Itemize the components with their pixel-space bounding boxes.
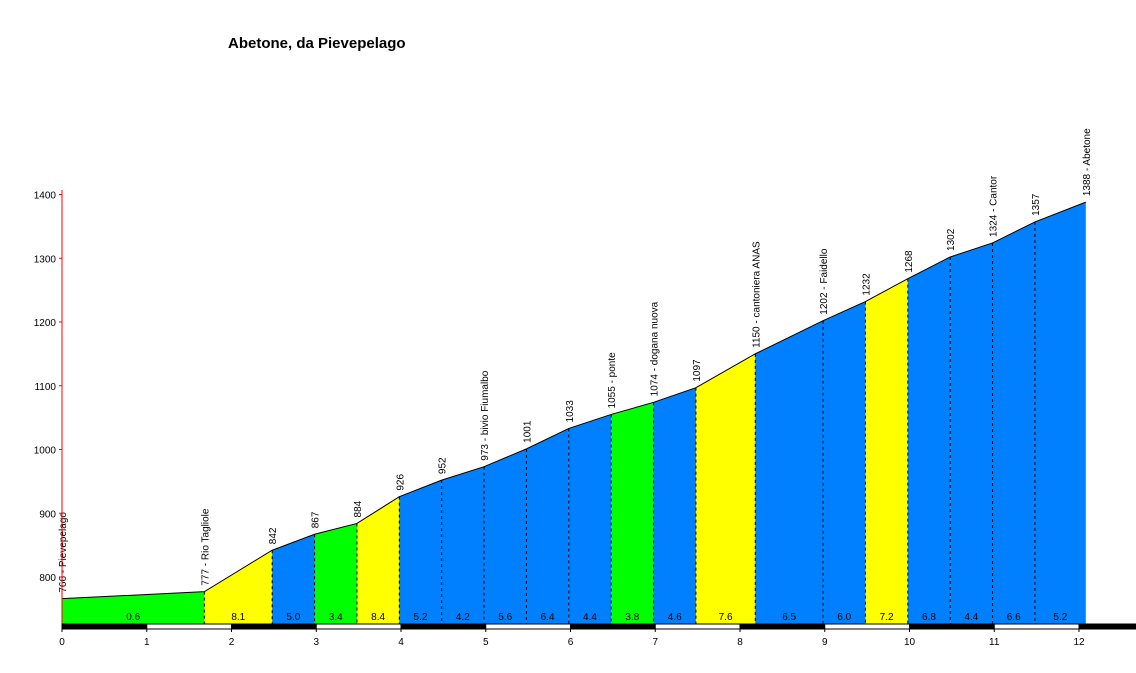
x-tick-label: 12 <box>1073 637 1085 648</box>
km-band <box>824 623 910 630</box>
gradient-segment <box>272 534 315 624</box>
point-label: 926 <box>395 474 406 491</box>
gradient-label: 3.8 <box>625 612 639 623</box>
km-band <box>1078 623 1136 630</box>
point-label: 1202 - Faidello <box>819 248 830 315</box>
point-label: 867 <box>311 511 322 528</box>
point-label: 1357 <box>1031 193 1042 216</box>
gradient-label: 6.6 <box>1007 612 1021 623</box>
km-band <box>146 623 232 630</box>
gradient-segment <box>356 496 400 624</box>
gradient-label: 5.6 <box>498 612 512 623</box>
gradient-segment <box>755 320 824 624</box>
point-label: 1302 <box>946 228 957 251</box>
point-label: 1324 - Cantor <box>989 175 1000 237</box>
km-band <box>909 623 995 630</box>
gradient-segment <box>62 591 205 624</box>
km-band <box>315 623 402 630</box>
y-tick-label: 1100 <box>34 382 56 393</box>
chart-title: Abetone, da Pievepelago <box>228 35 406 52</box>
gradient-segment <box>526 428 569 624</box>
y-tick-label: 1200 <box>34 318 57 329</box>
x-tick-label: 10 <box>904 637 916 648</box>
point-label: 842 <box>268 527 279 544</box>
x-tick-label: 1 <box>144 637 150 648</box>
gradient-label: 4.4 <box>583 612 597 623</box>
gradient-label: 6.5 <box>782 612 796 623</box>
x-tick-label: 9 <box>822 637 828 648</box>
gradient-segment <box>1034 202 1086 624</box>
point-label: 1055 - ponte <box>607 352 618 409</box>
km-band <box>570 623 656 630</box>
gradient-label: 6.4 <box>541 612 555 623</box>
gradient-label: 4.2 <box>456 612 470 623</box>
gradient-segment <box>823 301 866 624</box>
km-band <box>654 623 741 630</box>
gradient-segment <box>865 278 908 624</box>
km-band <box>485 623 571 630</box>
gradient-label: 8.1 <box>231 612 245 623</box>
y-tick-label: 1300 <box>34 254 57 265</box>
point-label: 1268 <box>904 250 915 273</box>
gradient-segment <box>653 387 696 624</box>
point-label: 884 <box>353 500 364 517</box>
gradient-label: 3.4 <box>329 612 343 623</box>
x-tick-label: 7 <box>652 637 658 648</box>
km-band <box>61 623 148 630</box>
y-tick-label: 1400 <box>34 191 57 202</box>
km-band <box>739 623 826 630</box>
gradient-label: 5.0 <box>286 612 300 623</box>
point-label: 1232 <box>861 273 872 296</box>
x-tick-label: 4 <box>398 637 404 648</box>
profile-line <box>61 201 1086 600</box>
x-tick-label: 0 <box>59 637 65 648</box>
x-tick-label: 8 <box>737 637 743 648</box>
point-label: 1074 - dogana nuova <box>650 301 661 396</box>
gradient-segment <box>484 448 527 624</box>
gradient-label: 7.2 <box>880 612 894 623</box>
point-label: 973 - bivio Fiumalbo <box>480 370 491 460</box>
point-label: 1097 <box>692 359 703 382</box>
gradient-label: 0.6 <box>126 612 140 623</box>
x-tick-label: 3 <box>313 637 319 648</box>
x-tick-label: 5 <box>483 637 489 648</box>
gradient-segment <box>992 221 1035 624</box>
x-tick-label: 6 <box>568 637 574 648</box>
point-label: 1001 <box>522 420 533 443</box>
y-tick-label: 900 <box>39 509 56 520</box>
point-label: 1388 - Abetone <box>1082 128 1093 196</box>
gradient-segment <box>204 550 273 624</box>
gradient-label: 4.4 <box>964 612 978 623</box>
point-label: 777 - Rio Tagliole <box>200 508 211 586</box>
gradient-segment <box>314 523 357 624</box>
gradient-segment <box>907 256 951 624</box>
gradient-label: 6.8 <box>922 612 936 623</box>
km-band <box>231 623 317 630</box>
y-tick-label: 1000 <box>34 446 57 457</box>
gradient-label: 8.4 <box>371 612 385 623</box>
point-label: 952 <box>438 457 449 474</box>
gradient-segment <box>950 242 993 624</box>
km-band <box>400 623 487 630</box>
gradient-segment <box>441 466 485 624</box>
y-tick-label: 800 <box>39 573 56 584</box>
gradient-segment <box>399 480 442 624</box>
gradient-label: 5.2 <box>414 612 428 623</box>
x-tick-label: 11 <box>989 637 1000 648</box>
gradient-segment <box>695 353 756 624</box>
gradient-segment <box>611 402 654 624</box>
point-label: 1150 - cantoniera ANAS <box>751 241 762 348</box>
km-band <box>993 623 1080 630</box>
x-tick-label: 2 <box>229 637 235 648</box>
gradient-label: 7.6 <box>719 612 733 623</box>
gradient-segment <box>568 414 612 624</box>
gradient-label: 6.0 <box>837 612 851 623</box>
gradient-label: 4.6 <box>668 612 682 623</box>
gradient-label: 5.2 <box>1053 612 1067 623</box>
point-label: 766 - Pievepelago <box>58 512 69 593</box>
point-label: 1033 <box>565 400 576 423</box>
